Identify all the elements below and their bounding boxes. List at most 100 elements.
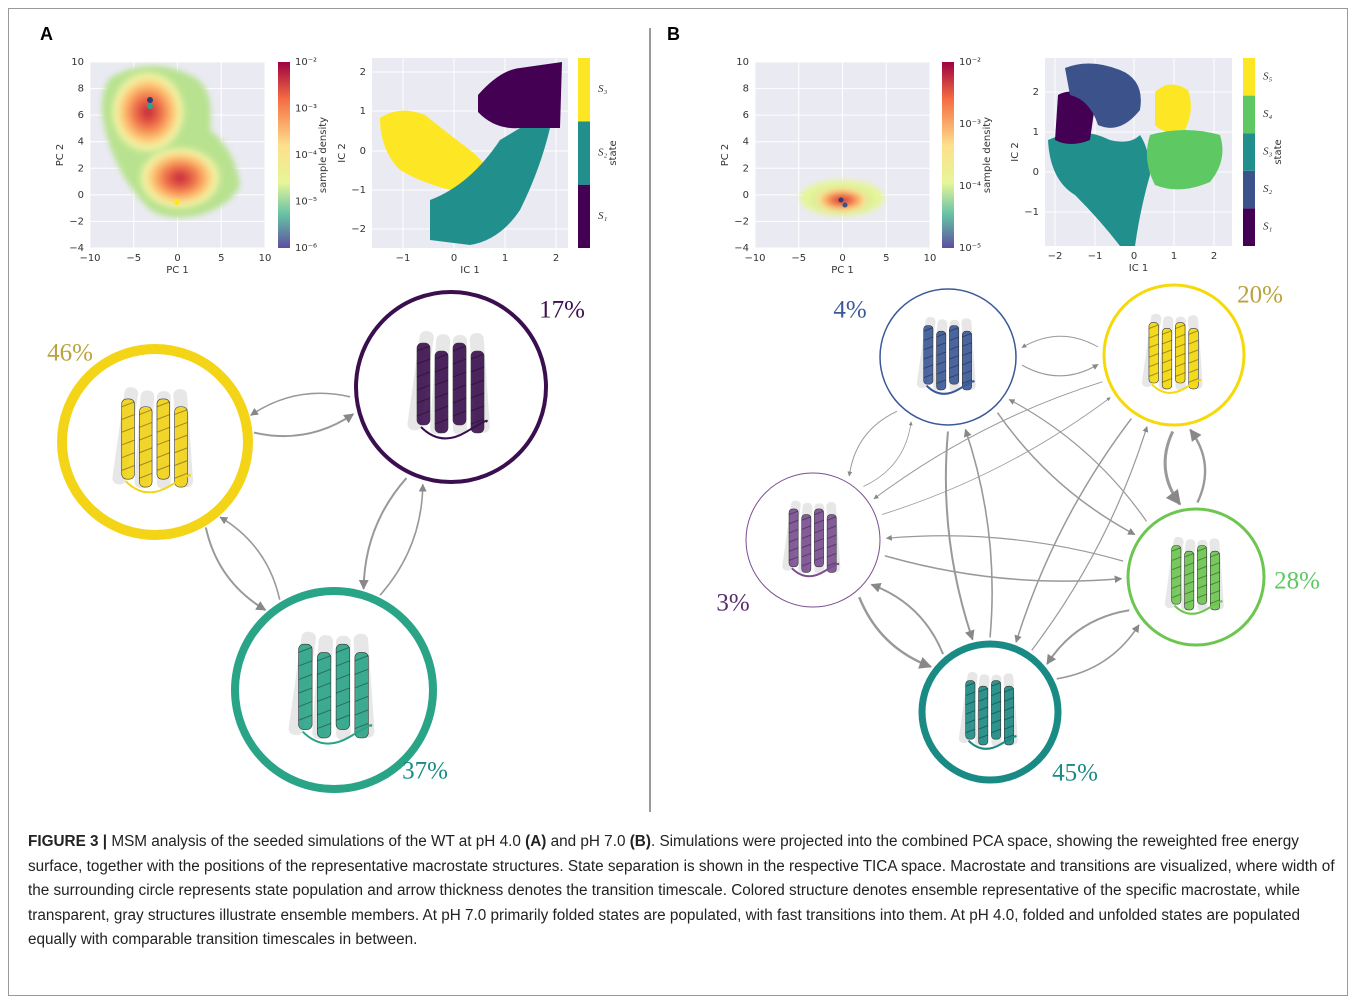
helix-turn (434, 379, 449, 386)
helix (434, 350, 449, 434)
transition-arrow (944, 431, 975, 641)
helix (452, 342, 467, 426)
loop (420, 419, 488, 440)
helix-turn (1210, 562, 1220, 567)
helix (1004, 685, 1014, 746)
helix-turn (1162, 339, 1172, 345)
helix (936, 330, 947, 391)
state-region (380, 110, 490, 190)
helix-turn (949, 336, 959, 342)
helix-turn (965, 728, 976, 734)
helix-turn (978, 706, 989, 712)
helix-turn (788, 510, 799, 516)
helix (1171, 545, 1182, 605)
loop (1151, 378, 1202, 394)
helix-turn (1184, 571, 1195, 577)
y-tick-label: −2 (69, 216, 84, 227)
helix-turn (1184, 599, 1195, 604)
structure-point (842, 202, 848, 208)
macrostate-circle (1126, 507, 1266, 647)
population-label: 37% (402, 758, 448, 785)
helix-turn (121, 414, 135, 420)
state-region (430, 128, 550, 245)
transition-arrow (996, 412, 1136, 536)
population-label: 17% (539, 297, 585, 324)
population-label: 45% (1052, 760, 1098, 787)
state-colorbar-segment (1243, 58, 1255, 96)
helix-turn (470, 353, 485, 360)
helix-turn (1188, 358, 1199, 364)
transition-arrow (1056, 624, 1140, 680)
helix-turn (121, 401, 135, 408)
y-tick-label: 10 (736, 57, 749, 68)
x-tick-label: 0 (451, 253, 457, 264)
helix-turn (923, 327, 934, 332)
helix-turn (936, 379, 947, 384)
helix-turn (317, 668, 332, 675)
helix-turn (801, 525, 812, 530)
helix-turn (156, 465, 170, 471)
helix-turn (121, 465, 135, 471)
y-tick-label: 0 (743, 190, 749, 201)
transition-arrow (204, 527, 267, 611)
panel-label: B (667, 24, 680, 44)
helix-turn (434, 405, 449, 412)
helix-turn (317, 709, 332, 716)
helix-turn (936, 360, 947, 366)
helix-turn (965, 719, 976, 724)
helix-turn (949, 355, 959, 360)
helix-turn (801, 543, 812, 549)
helix-turn (826, 525, 837, 530)
helix-turn (991, 710, 1001, 715)
structure-point (147, 103, 153, 109)
helix (949, 325, 960, 385)
helix-turn (452, 397, 467, 404)
helix-turn (452, 358, 467, 365)
helix-turn (434, 353, 449, 360)
population-label: 3% (716, 590, 749, 617)
panel-label: A (40, 24, 53, 44)
helix-turn (470, 366, 485, 373)
protein-structure (916, 316, 976, 395)
helix-turn (962, 379, 972, 384)
helix-turn (470, 392, 485, 399)
helix-turn (434, 366, 449, 373)
helix-turn (1175, 324, 1186, 329)
helix-turn (298, 687, 313, 694)
y-tick-label: 2 (1033, 87, 1039, 98)
loop (124, 474, 192, 494)
helix-turn (1148, 333, 1159, 339)
x-axis-label: PC 1 (831, 265, 854, 276)
helix-turn (962, 360, 972, 366)
helix-turn (335, 687, 350, 694)
macrostate-circle (57, 344, 253, 540)
helix (139, 406, 153, 488)
helix-turn (1171, 556, 1182, 562)
macrostate-circle (1102, 283, 1246, 427)
x-tick-label: 2 (553, 253, 559, 264)
helix (1175, 322, 1186, 384)
helix-turn (452, 371, 467, 378)
caption-text: and pH 7.0 (546, 833, 630, 850)
population-label: 4% (833, 297, 866, 324)
state-colorbar-segment (578, 58, 590, 122)
helix-turn (174, 421, 188, 428)
helix-turn (1004, 687, 1014, 693)
helix-turn (978, 715, 989, 721)
helix (826, 514, 837, 573)
colorbar-tick-label: 10⁻⁵ (959, 243, 981, 254)
colorbar-label: state (1273, 139, 1284, 164)
helix-turn (801, 534, 812, 540)
y-tick-label: −1 (351, 185, 366, 196)
helix-turn (788, 528, 799, 534)
helix-turn (826, 552, 837, 558)
helix-turn (1148, 362, 1159, 368)
helix-turn (470, 379, 485, 386)
state-label: S₃ (598, 83, 608, 95)
transition-arrow (1163, 430, 1182, 506)
helix-turn (354, 722, 369, 730)
caption-text: MSM analysis of the seeded simulations o… (107, 833, 526, 850)
helix-turn (1175, 333, 1186, 339)
helix-turn (949, 345, 959, 351)
